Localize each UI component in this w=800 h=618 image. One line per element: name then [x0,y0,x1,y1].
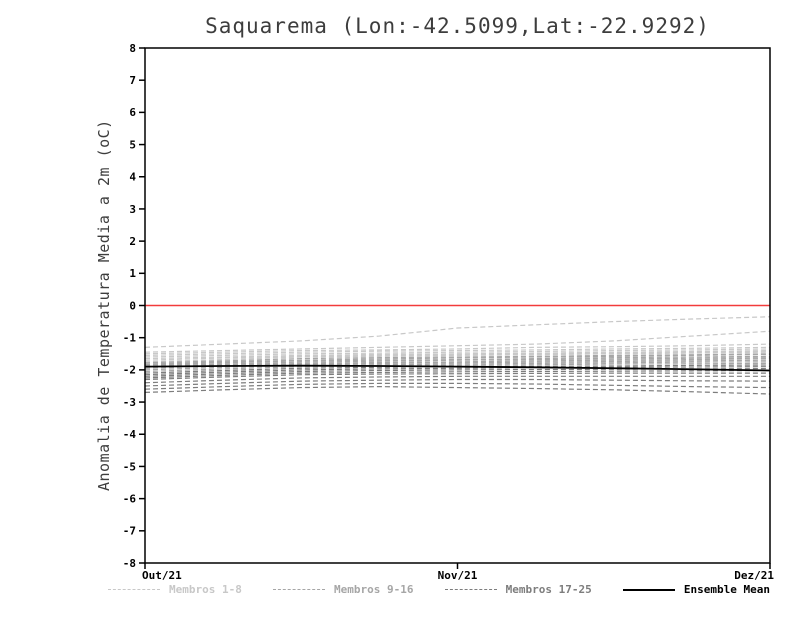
y-tick-label: 4 [129,171,136,184]
legend-line-sample-solid [622,588,675,591]
y-tick-label: -4 [123,428,137,441]
y-tick-label: 1 [129,267,136,280]
legend-item-members-17-25: Membros 17-25 [444,583,592,596]
legend-label: Membros 17-25 [505,583,592,596]
x-tick-label: Dez/21 [734,569,774,582]
y-tick-label: -2 [123,364,136,377]
y-tick-label: 0 [129,299,136,312]
y-tick-label: -6 [123,492,137,505]
y-tick-label: 6 [129,106,136,119]
y-tick-label: 5 [129,138,136,151]
ensemble-member-line [144,369,771,379]
ensemble-member-line [144,355,771,366]
legend-line-sample-dashed [108,589,160,590]
y-axis-label: Anomalia de Temperatura Media a 2m (oC) [95,119,113,492]
ensemble-member-line [144,343,771,355]
x-tick-label: Nov/21 [438,569,478,582]
legend-line-sample-dashed [444,589,497,590]
ensemble-member-line [144,366,771,376]
legend-label: Membros 9-16 [334,583,414,596]
y-tick-label: 2 [129,235,136,248]
y-tick-label: -7 [123,525,136,538]
y-tick-label: -5 [123,460,136,473]
ensemble-member-line [144,348,771,358]
ensemble-member-line [144,382,771,390]
ensemble-member-line [144,375,770,384]
y-tick-label: 7 [129,74,136,87]
ensemble-member-line [144,350,771,361]
y-tick-label: -8 [123,557,136,570]
ensemble-member-line [144,316,771,348]
ensemble-member-line [144,386,771,395]
ensemble-member-line [144,330,771,353]
legend-item-members-9-16: Membros 9-16 [273,583,414,596]
ensemble-mean-line [144,364,771,372]
y-tick-label: 8 [129,42,136,55]
ensemble-member-line [144,358,771,368]
legend-item-members-1-8: Membros 1-8 [108,583,242,596]
chart-title: Saquarema (Lon:-42.5099,Lat:-22.9292) [205,14,710,38]
ensemble-member-line [144,346,771,356]
legend-label: Membros 1-8 [169,583,242,596]
y-tick-label: -1 [123,332,137,345]
legend: Membros 1-8 Membros 9-16 Membros 17-25 E… [108,583,770,596]
ensemble-member-line [144,372,770,381]
ensemble-member-line [144,353,771,364]
y-tick-label: -3 [123,396,136,409]
legend-item-ensemble-mean: Ensemble Mean [622,583,770,596]
legend-label: Ensemble Mean [683,583,770,596]
ensemble-member-line [144,362,771,373]
x-tick-label: Out/21 [142,569,182,582]
ensemble-member-line [144,357,771,367]
ensemble-member-line [144,378,771,387]
ensemble-member-line [144,351,771,363]
legend-line-sample-dashed [273,589,326,590]
ensemble-member-line [144,349,771,360]
ensemble-member-line [144,353,771,365]
y-tick-label: 3 [129,203,136,216]
